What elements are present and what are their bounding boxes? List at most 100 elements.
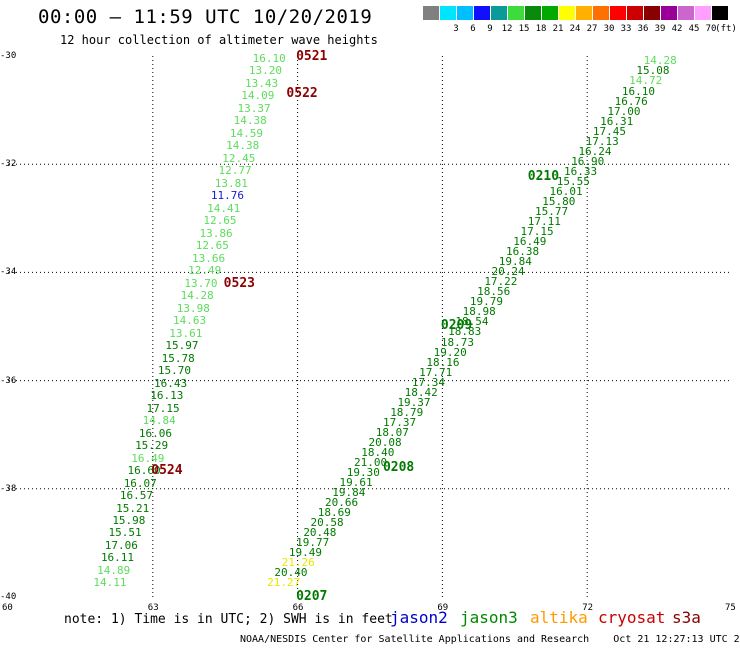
legend-label: 3	[453, 24, 459, 34]
track-a-swh-value: 16.11	[100, 551, 135, 565]
track-a-swh-value: 13.43	[245, 76, 279, 90]
track-b-swh-value: 18.16	[426, 355, 460, 369]
lat-tick-label: -34	[0, 267, 17, 278]
lat-tick-label: -40	[0, 592, 17, 602]
track-b-swh-value: 17.15	[520, 225, 554, 239]
track-b-swh-value: 20.66	[325, 496, 359, 510]
track-a-swh-value: 14.59	[229, 126, 263, 140]
track-b-swh-value: 19.30	[346, 466, 380, 480]
track-b-swh-value: 18.40	[361, 445, 395, 459]
track-a-swh-value: 15.51	[108, 526, 142, 540]
track-a-swh-value: 13.70	[184, 276, 218, 290]
track-b-swh-value: 17.13	[585, 134, 619, 148]
track-b-swh-value: 18.73	[440, 335, 474, 349]
grid-lines	[8, 56, 732, 597]
track-b-swh-value: 16.90	[571, 154, 605, 168]
legend-label: 36	[637, 24, 649, 34]
track-a-swh-value: 13.37	[237, 101, 271, 115]
map-plot: 16.10 13.20 13.43 14.09 13.37 14.38 14.59 14.38…	[8, 50, 732, 603]
track-a-swh-value: 14.09	[241, 89, 275, 103]
legend-swatch	[423, 6, 439, 20]
track-a-swh-value: 12.49	[188, 264, 222, 278]
track-b-swh-value: 16.10	[621, 84, 655, 98]
legend-label: 42	[671, 24, 683, 34]
track-b-swh-value: 18.56	[477, 285, 511, 299]
track-b-swh-value: 19.61	[339, 476, 373, 490]
track-b-swh-value: 17.34	[411, 375, 446, 389]
track-a-swh-value: 17.15	[146, 401, 180, 415]
pass-number-label: 0208	[382, 460, 415, 476]
legend-label: 6	[470, 24, 476, 34]
track-b-swh-value: 19.77	[296, 536, 330, 550]
track-b-swh-value: 15.08	[636, 64, 670, 78]
track-a-swh-value: 16.43	[154, 376, 188, 390]
track-b-swh-value: 19.84	[332, 486, 366, 500]
track-a-swh-value: 13.20	[248, 64, 282, 78]
legend-swatch	[474, 6, 490, 20]
legend-swatch	[661, 6, 677, 20]
track-a-swh-value: 16.13	[150, 389, 184, 403]
track-b-swh-value: 17.71	[419, 365, 453, 379]
satellite-label: cryosat	[598, 608, 666, 627]
track-a-swh-value: 11.76	[210, 189, 245, 203]
track-a-swh-value: 15.70	[157, 364, 191, 378]
track-a-swh-value: 16.10	[252, 51, 286, 65]
track-a-swh-value: 14.89	[97, 563, 131, 577]
legend-label: 9	[487, 24, 493, 34]
track-a-swh-value: 15.21	[116, 501, 150, 515]
legend-swatch	[593, 6, 609, 20]
legend-label: 70	[705, 24, 717, 34]
track-b-swh-value: 19.49	[288, 546, 322, 560]
track-a-swh-value: 16.49	[131, 451, 165, 465]
track-b-swh-value: 19.37	[397, 395, 431, 409]
track-b-swh-value: 16.01	[549, 184, 583, 198]
lon-tick-label: 72	[582, 603, 594, 613]
legend-label: 33	[620, 24, 632, 34]
track-b-swh-value: 16.49	[513, 235, 547, 249]
satellite-label: altika	[530, 608, 588, 627]
track-a-swh-value: 12.77	[218, 164, 252, 178]
legend-label: 30	[603, 24, 615, 34]
track-b-swh-value: 16.38	[506, 245, 540, 259]
track-b-swh-value: 18.42	[404, 385, 438, 399]
legend-label: 21	[552, 24, 564, 34]
legend-swatch	[559, 6, 575, 20]
track-a-swh-value: 14.63	[173, 314, 207, 328]
legend-label: 12	[501, 24, 513, 34]
track-a-swh-value: 13.86	[199, 226, 233, 240]
track-a-swh-value: 17.06	[104, 538, 138, 552]
track-b-swh-value: 14.72	[629, 74, 663, 88]
track-a-swh-value: 14.41	[207, 201, 241, 215]
satellite-label: jason3	[460, 608, 518, 627]
track-a-swh-value: 16.60	[127, 464, 161, 478]
legend-swatch	[678, 6, 694, 20]
legend-swatch	[525, 6, 541, 20]
pass-number-label: 0524	[151, 462, 183, 478]
track-a-swh-value: 13.81	[214, 176, 248, 190]
satellite-label: s3a	[672, 608, 701, 627]
track-a-swh-value: 15.97	[165, 339, 199, 353]
track-b-swh-value: 18.83	[448, 325, 482, 339]
track-b-swh-value: 20.58	[310, 516, 344, 530]
track-a-swh-value: 15.29	[135, 439, 169, 453]
legend-label: 27	[586, 24, 598, 34]
track-b-swh-value: 16.24	[578, 144, 612, 158]
track-a-swh-value: 16.57	[119, 489, 154, 502]
legend-swatch	[576, 6, 592, 20]
track-b-swh-value: 18.54	[455, 315, 489, 329]
track-b-swh-value: 17.37	[382, 415, 417, 429]
track-b-swh-value: 16.31	[600, 114, 634, 128]
track-b-swh-value: 17.45	[592, 124, 627, 138]
track-b-swh-value: 15.55	[556, 174, 590, 188]
pass-number-label: 0523	[223, 276, 255, 292]
track-b-swh-value: 14.28	[643, 54, 677, 68]
legend-swatch	[695, 6, 711, 20]
footer-note: note: 1) Time is in UTC; 2) SWH is in fe…	[64, 612, 393, 627]
track-b-swh-value: 20.40	[274, 566, 308, 580]
track-b-swh-value: 20.08	[368, 435, 402, 449]
legend-swatch	[457, 6, 473, 20]
track-a-swh-value: 13.98	[176, 301, 210, 315]
lat-tick-label: -30	[0, 51, 17, 61]
legend-swatch	[712, 6, 728, 20]
lon-tick-label: 63	[147, 603, 159, 613]
